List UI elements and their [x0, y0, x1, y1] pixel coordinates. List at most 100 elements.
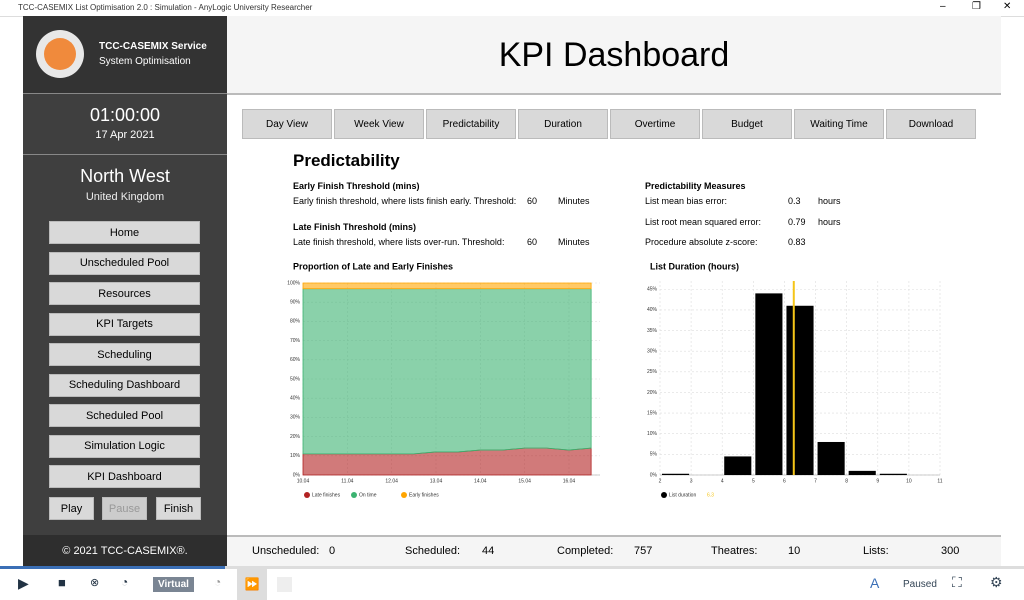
heading: Late Finish Threshold (mins): [293, 222, 417, 232]
y-tick-label: 70%: [290, 338, 301, 344]
x-tick-label: 16.04: [563, 478, 576, 484]
blank-button[interactable]: [277, 577, 292, 592]
x-tick-label: 15.04: [518, 478, 531, 484]
faster[interactable]: ◔: [214, 575, 222, 589]
value: 60: [527, 237, 538, 247]
control-button[interactable]: Play: [49, 497, 94, 520]
minimize[interactable]: –: [940, 1, 946, 12]
tab-button[interactable]: Duration: [518, 109, 608, 139]
tab-button[interactable]: Budget: [702, 109, 792, 139]
tab-button[interactable]: Waiting Time: [794, 109, 884, 139]
step[interactable]: ⏩: [237, 569, 267, 600]
status-label: Unscheduled:: [252, 545, 320, 557]
fullscreen[interactable]: ⛶: [952, 574, 962, 590]
unit: Minutes: [558, 196, 590, 206]
menu-button[interactable]: Scheduled Pool: [49, 404, 200, 427]
header: KPI Dashboard: [227, 16, 1001, 95]
legend-swatch: [401, 492, 407, 498]
clock: 01:00:00: [89, 105, 161, 125]
measure-label: List mean bias error:: [645, 196, 728, 206]
run[interactable]: ▶: [18, 575, 29, 591]
y-tick-label: 10%: [290, 453, 301, 459]
close[interactable]: ✕: [1003, 1, 1012, 12]
tab-button[interactable]: Download: [886, 109, 976, 139]
y-tick-label: 40%: [290, 396, 301, 402]
y-tick-label: 100%: [287, 280, 300, 286]
x-tick-label: 9: [876, 478, 879, 484]
status-value: 757: [634, 545, 653, 557]
measure-unit: hours: [818, 196, 841, 206]
mode[interactable]: Virtual: [153, 577, 194, 592]
x-tick-label: 11: [937, 478, 942, 484]
menu-button[interactable]: Resources: [49, 282, 200, 305]
menu-button[interactable]: Unscheduled Pool: [49, 251, 200, 275]
value: 60: [527, 196, 538, 206]
y-tick-label: 20%: [647, 390, 658, 396]
status-value: 0: [329, 545, 336, 557]
tab-button[interactable]: Day View: [242, 109, 332, 139]
menu-button[interactable]: Home: [49, 221, 200, 244]
measure-value: 0.3: [788, 196, 801, 206]
x-tick-label: 10: [906, 478, 912, 484]
y-tick-label: 30%: [290, 415, 301, 421]
anylogic-icon: A: [870, 575, 880, 591]
settings[interactable]: ⚙: [990, 574, 1003, 590]
y-tick-label: 15%: [647, 410, 658, 416]
status-value: 10: [788, 545, 801, 557]
status-value: 44: [482, 545, 495, 557]
y-tick-label: 60%: [290, 357, 301, 363]
tab-button[interactable]: Week View: [334, 109, 424, 139]
speed-x1[interactable]: ⊗: [90, 577, 100, 589]
y-tick-label: 0%: [650, 472, 658, 478]
label: Late finish threshold, where lists over-…: [293, 237, 505, 247]
section-title: Predictability: [293, 151, 400, 170]
x-tick-label: 6: [783, 478, 786, 484]
status-label: Scheduled:: [405, 545, 461, 557]
y-tick-label: 20%: [290, 434, 301, 440]
bar: [786, 305, 814, 475]
slower[interactable]: ◔: [121, 575, 129, 589]
measure-label: List root mean squared error:: [645, 216, 762, 227]
menu-button[interactable]: KPI Targets: [49, 312, 200, 336]
area: [302, 282, 592, 290]
y-tick-label: 0%: [293, 472, 301, 478]
menu-button[interactable]: Scheduling: [49, 343, 200, 366]
stop[interactable]: ■: [58, 575, 66, 590]
y-tick-label: 90%: [290, 300, 301, 306]
status-value: 300: [941, 545, 960, 557]
menu-button[interactable]: KPI Dashboard: [49, 465, 200, 488]
tab-button[interactable]: Overtime: [610, 109, 700, 139]
chart-title: List Duration (hours): [650, 261, 739, 271]
tab-button[interactable]: Predictability: [426, 109, 516, 139]
control-button[interactable]: Pause: [102, 497, 147, 520]
bar: [724, 456, 752, 475]
measure-value: 0.83: [788, 237, 806, 247]
bar: [662, 473, 690, 475]
label: Early finish threshold, where lists fini…: [293, 196, 517, 206]
heading: Early Finish Threshold (mins): [293, 181, 420, 191]
status-bar: [227, 535, 1001, 567]
y-tick-label: 80%: [290, 319, 301, 325]
status-label: Lists:: [863, 545, 889, 557]
x-tick-label: 7: [814, 478, 817, 484]
measure-value: 0.79: [788, 216, 806, 227]
bar: [879, 473, 907, 475]
status-label: Completed:: [557, 545, 614, 557]
bar: [817, 441, 845, 475]
control-button[interactable]: Finish: [156, 497, 201, 520]
histogram-chart: List Duration (hours) 0% 5% 10% 15% 20% 25% 30%…: [647, 261, 943, 498]
chart-title: Proportion of Late and Early Finishes: [293, 261, 453, 271]
legend-swatch: [304, 492, 310, 498]
y-tick-label: 30%: [647, 348, 658, 354]
bar: [848, 470, 876, 475]
toolbar: ▶ ■ ⊗ ◔ Virtual ◔ ⏩ A Paused ⛶ ⚙: [0, 569, 1024, 600]
menu-button[interactable]: Scheduling Dashboard: [49, 373, 200, 397]
measure-unit: hours: [818, 216, 841, 227]
maximize[interactable]: ❐: [972, 1, 981, 12]
window-title: TCC-CASEMIX List Optimisation 2.0 : Simu…: [18, 3, 313, 12]
x-tick-label: 14.04: [474, 478, 487, 484]
logo-subtitle: System Optimisation: [99, 56, 191, 67]
menu-button[interactable]: Simulation Logic: [49, 434, 200, 458]
legend-swatch: [661, 492, 667, 498]
heading: Predictability Measures: [645, 181, 746, 191]
